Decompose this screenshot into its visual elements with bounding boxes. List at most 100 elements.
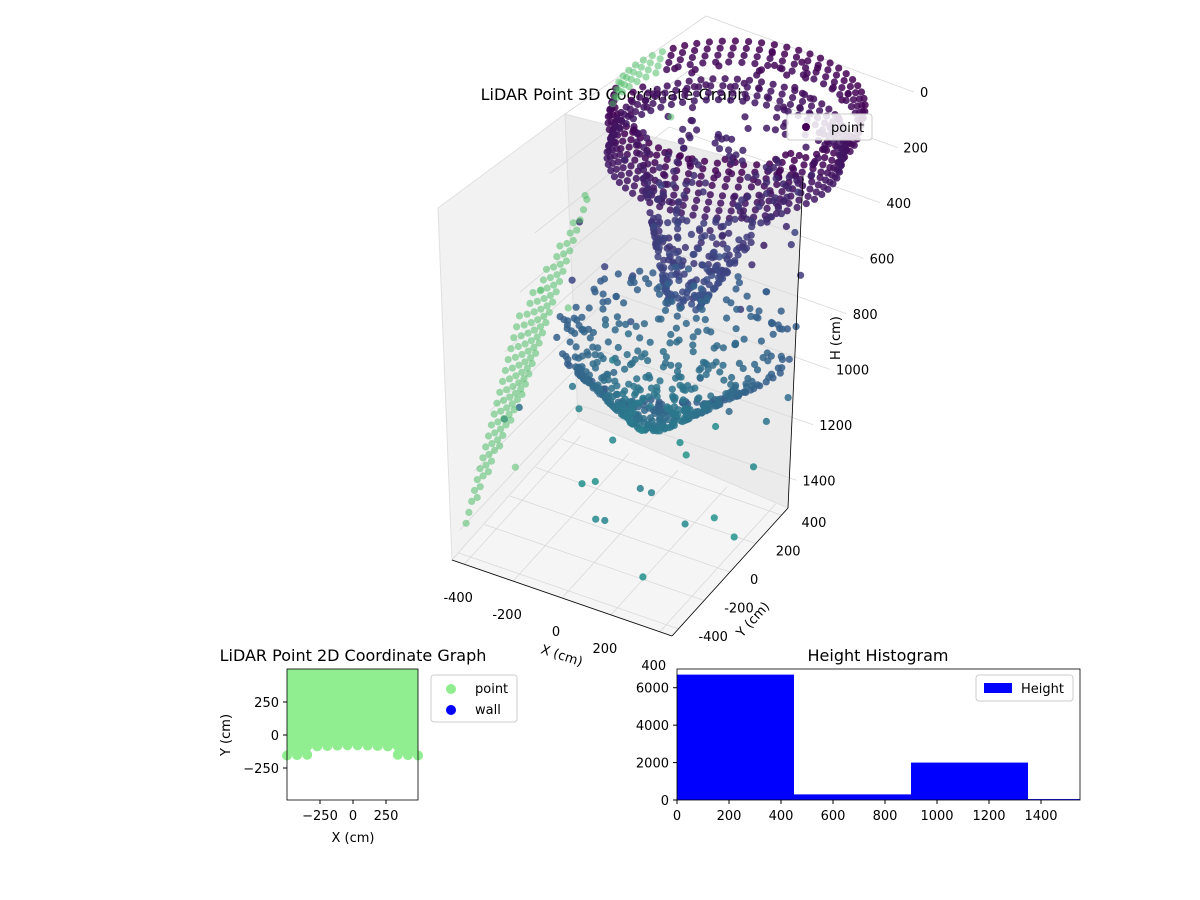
chart-2d: LiDAR Point 2D Coordinate Graph −250 0 2…: [219, 646, 518, 846]
data-point: [798, 58, 806, 66]
data-point: [648, 52, 657, 60]
histogram-frame: [676, 668, 1081, 801]
data-point: [585, 371, 594, 379]
data-point: [484, 432, 493, 440]
data-point: [696, 373, 704, 382]
data-point: [513, 395, 522, 403]
data-point: [723, 245, 731, 253]
data-point: [669, 181, 677, 189]
data-point: [777, 210, 786, 218]
data-point: [476, 483, 484, 491]
data-point: [546, 291, 555, 300]
data-point: [636, 162, 645, 170]
data-point: [622, 320, 630, 328]
data-point: [838, 84, 846, 92]
data-point: [556, 260, 564, 268]
data-point: [808, 178, 816, 186]
data-point: [500, 396, 508, 404]
data-point: [702, 96, 710, 104]
histogram-bar: [794, 794, 911, 800]
histogram-bars: [677, 674, 1080, 800]
data-point: [591, 288, 599, 296]
data-point: [661, 89, 669, 97]
data-point: [487, 457, 496, 465]
data-point: [816, 107, 824, 115]
data-point: [744, 124, 752, 133]
data-point: [847, 103, 856, 111]
data-point: [655, 283, 664, 291]
data-point: [603, 154, 611, 162]
data-point: [804, 57, 812, 65]
data-point: [521, 358, 529, 366]
data-point: [826, 59, 834, 67]
data-point: [627, 75, 635, 83]
data-point: [716, 44, 724, 52]
data-point: [579, 206, 588, 214]
data-point: [743, 83, 751, 91]
data-point: [776, 97, 784, 105]
data-point: [708, 271, 716, 280]
y-tick-label-3d: 200: [776, 545, 801, 560]
data-point: [634, 129, 642, 137]
data-point: [546, 274, 555, 282]
data-point: [661, 234, 669, 242]
data-point: [672, 263, 680, 271]
data-point: [715, 207, 723, 215]
data-point: [564, 304, 572, 312]
data-point: [653, 151, 661, 159]
data-point: [636, 93, 644, 101]
data-point: [671, 291, 679, 299]
data-point: [666, 339, 674, 347]
data-point: [497, 407, 505, 415]
data-point: [578, 352, 586, 360]
data-point: [836, 91, 844, 99]
data-point: [679, 396, 687, 404]
data-point: [749, 463, 758, 471]
data-point: [653, 387, 661, 395]
grid-line: [561, 438, 782, 516]
data-point: [693, 196, 701, 204]
data-point: [573, 226, 581, 234]
data-point: [712, 358, 720, 366]
data-point: [664, 219, 672, 227]
data-point: [630, 278, 638, 286]
data-point: [680, 191, 688, 199]
data-point: [842, 70, 850, 78]
data-point: [723, 268, 732, 276]
x-tick-label: 800: [873, 809, 898, 824]
data-point: [842, 96, 850, 105]
data-point: [793, 176, 801, 184]
data-point: [846, 82, 855, 91]
data-point: [717, 199, 725, 207]
data-point: [636, 150, 644, 158]
data-point: [718, 192, 727, 200]
data-point: [332, 740, 343, 751]
data-point: [599, 290, 607, 298]
data-point: [550, 281, 558, 289]
data-point: [625, 169, 633, 177]
data-point: [402, 750, 413, 761]
data-point: [721, 183, 729, 191]
data-point: [691, 384, 699, 392]
data-point: [817, 168, 825, 176]
data-point: [702, 371, 710, 379]
data-point: [550, 263, 558, 271]
data-point: [757, 78, 766, 86]
data-point: [675, 198, 683, 206]
data-point: [686, 406, 694, 414]
data-point: [679, 125, 687, 133]
data-point: [738, 58, 746, 67]
data-point: [673, 158, 681, 166]
data-point: [689, 333, 697, 341]
data-point: [791, 228, 799, 237]
data-point: [635, 70, 643, 78]
histogram-title: Height Histogram: [808, 646, 949, 665]
data-point: [634, 100, 642, 109]
data-point: [769, 319, 777, 327]
data-point: [853, 102, 861, 110]
data-point: [766, 54, 774, 63]
data-point: [638, 110, 646, 119]
data-point: [802, 64, 810, 72]
data-point: [629, 115, 638, 123]
data-point: [613, 390, 622, 398]
